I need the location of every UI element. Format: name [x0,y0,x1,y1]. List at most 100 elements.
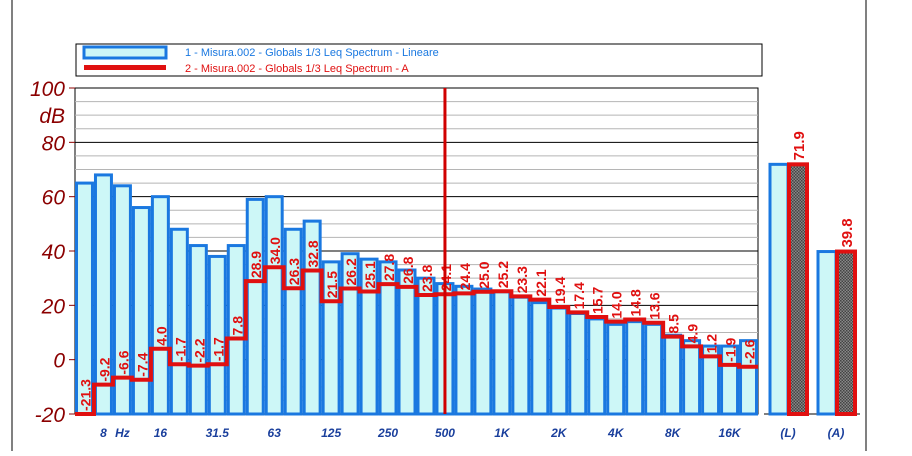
bar-lineare [131,206,151,416]
x-tick-label: 16K [719,426,742,440]
bar-lineare [283,227,303,416]
data-label-a: -7.4 [134,352,150,376]
bar-lineare [587,317,607,416]
bar-lineare [682,339,702,416]
bar-lineare [549,306,569,416]
bar-lineare [416,276,436,416]
x-tick-label: 8 [100,426,107,440]
x-tick-label: 500 [435,426,455,440]
y-axis-label: dB [39,105,65,128]
overall-bar-lineare [768,162,790,416]
data-label-a: 19.4 [552,276,568,303]
x-tick-label: 31.5 [206,426,230,440]
data-label-a: 34.0 [267,237,283,264]
bar-lineare [701,344,721,416]
bar-lineare [397,268,417,416]
legend-swatch-lineare [82,45,168,60]
legend-label-a: 2 - Misura.002 - Globals 1/3 Leq Spectru… [185,63,409,75]
data-label-a: 26.3 [286,258,302,285]
bar-lineare [568,311,588,416]
data-label-a: -2.6 [742,339,758,363]
bar-lineare [644,322,664,416]
overall-bar-a-weighted [835,249,857,416]
x-tick-label: 2K [550,426,568,440]
bar-lineare [663,333,683,416]
data-label-a: -21.3 [77,379,93,411]
y-tick-label: -20 [35,404,66,427]
data-label-a: 14.8 [628,289,644,316]
data-label-a: 17.4 [571,282,587,309]
bar-lineare [606,322,626,416]
overall-bar-lineare [816,250,838,416]
bar-lineare [150,195,170,416]
x-tick-label: 16 [154,426,168,440]
y-tick-label: 20 [41,295,66,318]
data-label-a: 25.1 [362,261,378,288]
data-label-a: 13.6 [647,292,663,319]
data-label-a: 22.1 [533,269,549,296]
bar-lineare [264,195,284,416]
y-tick-label: 40 [42,241,66,264]
data-label-a: 21.5 [324,271,340,298]
bar-lineare [188,244,208,416]
overall-category-label: (A) [828,426,845,440]
overall-bar-a-weighted [787,162,809,416]
bar-lineare [378,260,398,416]
bar-lineare [207,254,227,416]
data-label-a: 27.8 [381,254,397,281]
data-label-a: -1.7 [172,337,188,361]
data-label-a: 28.9 [248,251,264,278]
x-tick-label: 1K [494,426,511,440]
legend: 1 - Misura.002 - Globals 1/3 Leq Spectru… [75,43,763,77]
y-tick-label: 100 [30,78,65,101]
x-tick-label: 125 [321,426,341,440]
legend-swatch-a [84,65,166,70]
data-label-a: -1.7 [210,337,226,361]
bar-lineare [169,227,189,416]
legend-label-lineare: 1 - Misura.002 - Globals 1/3 Leq Spectru… [185,47,439,59]
bar-lineare [473,287,493,416]
bar-lineare [245,197,265,416]
data-label-a: 8.5 [666,314,682,334]
bar-lineare [359,257,379,416]
x-tick-label: 4K [607,426,625,440]
data-label-a: 4.0 [153,326,169,346]
data-label-a: 4.9 [685,324,701,344]
step-line-a-weighted [75,265,758,416]
data-label-a: 25.2 [495,261,511,288]
bar-lineare [340,252,360,416]
x-tick-label: Hz [115,426,130,440]
legend-box [75,43,763,77]
data-label-a: 15.7 [590,287,606,314]
x-tick-label: 8K [665,426,682,440]
data-label-a: 32.8 [305,240,321,267]
y-tick-label: 80 [42,132,66,155]
data-label-a: -2.2 [191,338,207,362]
data-label-a: -1.9 [723,337,739,361]
overall-value-label: 39.8 [839,218,856,247]
bar-lineare [625,320,645,416]
overall-value-label: 71.9 [791,131,808,160]
data-label-a: 26.2 [343,258,359,285]
data-label-a: -6.6 [115,350,131,374]
data-label-a: 25.0 [476,261,492,288]
bar-lineare [112,184,132,416]
y-tick-label: 60 [42,187,66,210]
bar-lineare [492,290,512,416]
data-label-a: -9.2 [96,357,112,381]
x-tick-label: 250 [377,426,398,440]
data-label-a: 23.8 [419,265,435,292]
overall-category-label: (L) [780,426,795,440]
x-tick-label: 63 [268,426,282,440]
y-tick-label: 0 [53,350,65,373]
bar-lineare [93,173,113,416]
bar-lineare [739,339,758,416]
bar-lineare [530,301,550,416]
bar-lineare [454,284,474,416]
data-label-a: 14.0 [609,291,625,318]
data-label-a: 1.2 [704,334,720,354]
overall-levels-plot-area: 71.9 (L) 39.8 (A) [764,131,860,440]
